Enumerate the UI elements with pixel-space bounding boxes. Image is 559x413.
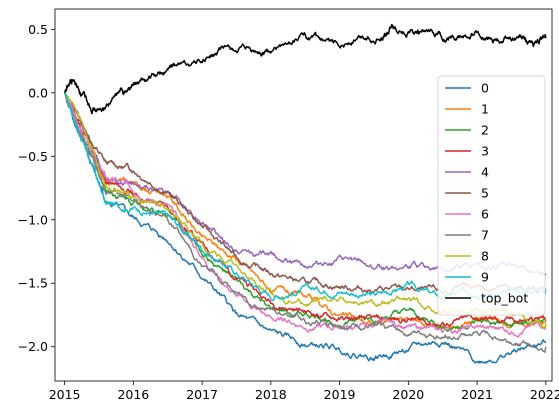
series-line-top_bot — [63, 23, 547, 115]
x-tick-label: 2017 — [186, 387, 218, 402]
legend-label-top_bot: top_bot — [481, 291, 528, 306]
x-tick-label: 2019 — [324, 387, 356, 402]
legend-label-7: 7 — [481, 228, 489, 243]
y-axis: −2.0 −1.5 −1.0 −0.5 0.0 0.5 — [18, 22, 55, 354]
legend-label-4: 4 — [481, 165, 489, 180]
series-line-7 — [63, 92, 547, 354]
legend-label-5: 5 — [481, 186, 489, 201]
y-tick-label: −1.0 — [18, 212, 48, 227]
x-tick-label: 2015 — [49, 387, 81, 402]
legend-label-0: 0 — [481, 81, 489, 96]
y-tick-label: −1.5 — [18, 276, 48, 291]
legend: 0 1 2 3 4 5 6 7 8 9 top_bot — [437, 75, 546, 316]
x-tick-label: 2021 — [461, 387, 493, 402]
legend-label-6: 6 — [481, 207, 489, 222]
series-line-3 — [63, 92, 547, 328]
y-tick-label: −0.5 — [18, 149, 48, 164]
x-tick-label: 2022 — [530, 387, 559, 402]
legend-label-2: 2 — [481, 123, 489, 138]
x-tick-label: 2020 — [392, 387, 424, 402]
x-axis: 2015 2016 2017 2018 2019 2020 2021 2022 — [49, 381, 559, 402]
legend-label-8: 8 — [481, 249, 489, 264]
x-tick-label: 2016 — [117, 387, 149, 402]
y-tick-label: 0.5 — [28, 22, 48, 37]
series-line-0 — [63, 92, 547, 364]
plot-frame — [54, 8, 553, 382]
legend-box — [437, 75, 546, 316]
series-line-6 — [63, 92, 547, 338]
x-tick-label: 2018 — [255, 387, 287, 402]
y-tick-label: −2.0 — [18, 339, 48, 354]
y-tick-label: 0.0 — [28, 85, 48, 100]
legend-label-1: 1 — [481, 102, 489, 117]
legend-label-9: 9 — [481, 270, 489, 285]
legend-label-3: 3 — [481, 144, 489, 159]
